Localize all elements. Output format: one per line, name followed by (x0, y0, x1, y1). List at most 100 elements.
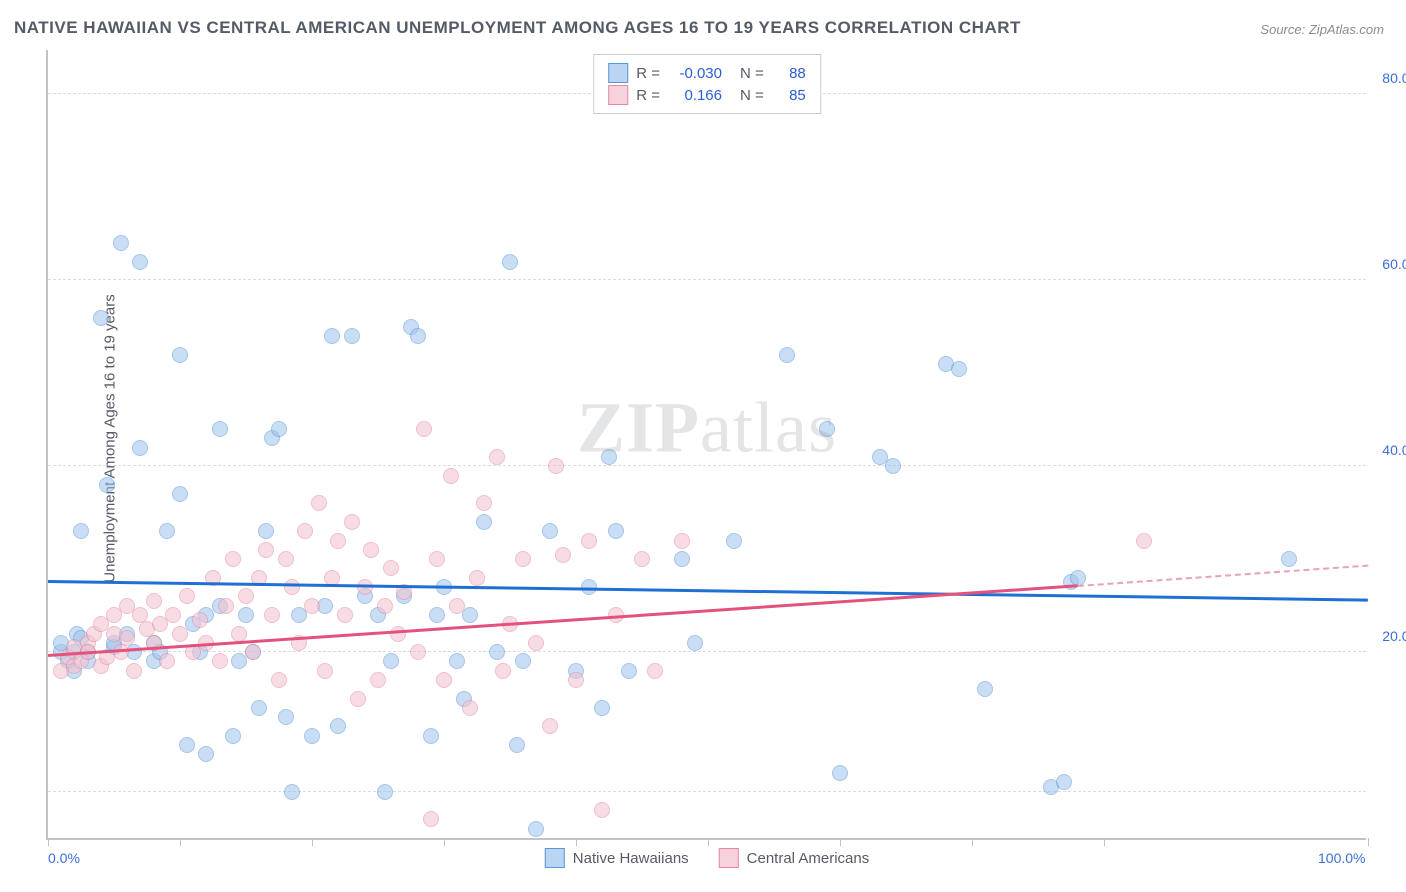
data-point (278, 551, 294, 567)
y-tick-label: 40.0% (1382, 442, 1406, 458)
data-point (179, 588, 195, 604)
data-point (383, 653, 399, 669)
data-point (621, 663, 637, 679)
data-point (1136, 533, 1152, 549)
data-point (251, 700, 267, 716)
data-point (449, 598, 465, 614)
data-point (1070, 570, 1086, 586)
data-point (357, 579, 373, 595)
data-point (462, 700, 478, 716)
data-point (416, 421, 432, 437)
x-tick (312, 838, 313, 846)
correlation-legend: R = -0.030 N = 88 R = 0.166 N = 85 (593, 54, 821, 114)
watermark-bold: ZIP (577, 388, 700, 468)
data-point (304, 598, 320, 614)
data-point (350, 691, 366, 707)
data-point (73, 523, 89, 539)
data-point (429, 607, 445, 623)
data-point (165, 607, 181, 623)
x-tick (840, 838, 841, 846)
data-point (172, 347, 188, 363)
x-tick-label: 100.0% (1318, 850, 1365, 866)
data-point (528, 635, 544, 651)
data-point (225, 551, 241, 567)
data-point (258, 542, 274, 558)
y-tick-label: 80.0% (1382, 70, 1406, 86)
data-point (238, 588, 254, 604)
data-point (324, 328, 340, 344)
data-point (469, 570, 485, 586)
data-point (198, 746, 214, 762)
data-point (423, 811, 439, 827)
legend-label-pink: Central Americans (747, 850, 870, 867)
data-point (951, 361, 967, 377)
data-point (231, 626, 247, 642)
data-point (555, 547, 571, 563)
data-point (423, 728, 439, 744)
x-tick (48, 838, 49, 846)
r-label: R = (636, 65, 660, 82)
data-point (159, 523, 175, 539)
legend-row-pink: R = 0.166 N = 85 (608, 85, 806, 105)
data-point (674, 533, 690, 549)
data-point (344, 514, 360, 530)
data-point (515, 551, 531, 567)
x-tick-label: 0.0% (48, 850, 80, 866)
data-point (172, 626, 188, 642)
data-point (278, 709, 294, 725)
data-point (93, 310, 109, 326)
gridline (48, 791, 1366, 792)
data-point (1281, 551, 1297, 567)
data-point (344, 328, 360, 344)
data-point (1056, 774, 1072, 790)
data-point (271, 421, 287, 437)
data-point (594, 700, 610, 716)
data-point (284, 579, 300, 595)
legend-item-pink: Central Americans (719, 848, 870, 868)
data-point (258, 523, 274, 539)
data-point (330, 718, 346, 734)
data-point (146, 593, 162, 609)
data-point (172, 486, 188, 502)
data-point (383, 560, 399, 576)
data-point (132, 440, 148, 456)
data-point (192, 612, 208, 628)
data-point (132, 254, 148, 270)
data-point (647, 663, 663, 679)
legend-label-blue: Native Hawaiians (573, 850, 689, 867)
data-point (489, 449, 505, 465)
data-point (330, 533, 346, 549)
data-point (218, 598, 234, 614)
source-link[interactable]: ZipAtlas.com (1309, 22, 1384, 37)
legend-item-blue: Native Hawaiians (545, 848, 689, 868)
data-point (212, 653, 228, 669)
data-point (238, 607, 254, 623)
data-point (284, 784, 300, 800)
data-point (304, 728, 320, 744)
x-tick (180, 838, 181, 846)
data-point (594, 802, 610, 818)
watermark-rest: atlas (700, 388, 837, 468)
data-point (674, 551, 690, 567)
data-point (977, 681, 993, 697)
trend-line (1078, 565, 1369, 587)
r-label: R = (636, 87, 660, 104)
data-point (495, 663, 511, 679)
data-point (502, 254, 518, 270)
data-point (509, 737, 525, 753)
data-point (126, 663, 142, 679)
data-point (443, 468, 459, 484)
data-point (179, 737, 195, 753)
data-point (542, 718, 558, 734)
data-point (608, 523, 624, 539)
x-tick (444, 838, 445, 846)
swatch-pink (608, 85, 628, 105)
data-point (337, 607, 353, 623)
chart-title: NATIVE HAWAIIAN VS CENTRAL AMERICAN UNEM… (14, 18, 1021, 38)
data-point (528, 821, 544, 837)
y-tick-label: 60.0% (1382, 256, 1406, 272)
source-attribution: Source: ZipAtlas.com (1260, 22, 1384, 37)
data-point (489, 644, 505, 660)
data-point (245, 644, 261, 660)
data-point (779, 347, 795, 363)
